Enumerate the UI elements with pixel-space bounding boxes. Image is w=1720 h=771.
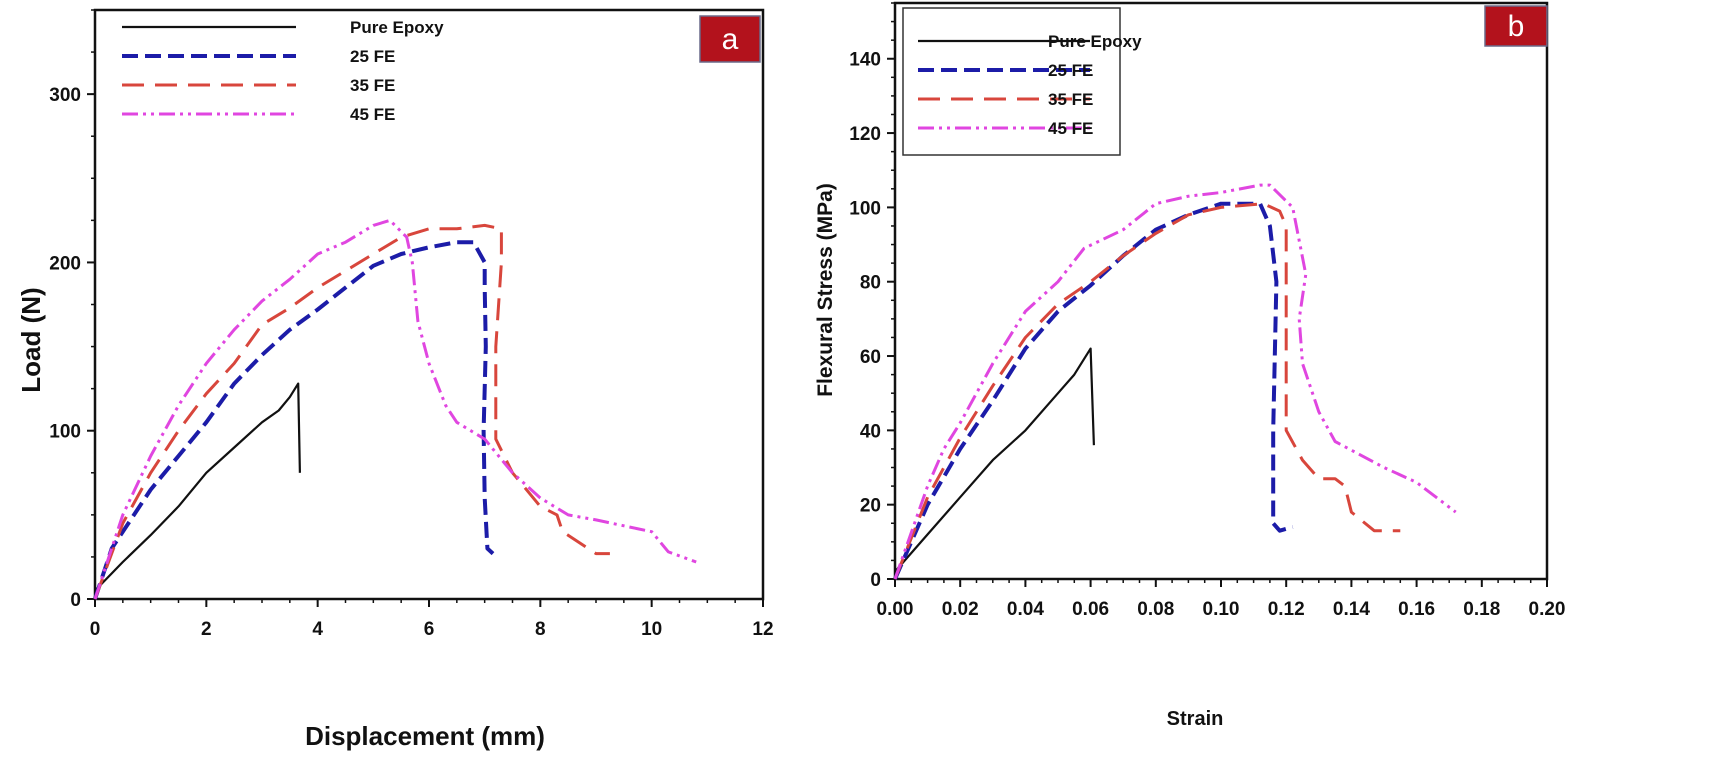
x-axis-title: Strain [1167,708,1224,730]
x-tick-label: 8 [535,619,546,640]
legend-label: Pure Epoxy [350,18,444,37]
x-tick-label: 0.08 [1137,599,1174,620]
panel-label: a [722,23,739,56]
series-line-fe25 [93,240,495,600]
x-tick-label: 0.02 [942,599,979,620]
panel-a-load-displacement-chart: 0 2 4 6 8 10 12 0 100 200 300 Displacement (mm) Load… [16,8,774,751]
x-tick-label: 6 [424,619,435,640]
plot-frame [93,8,765,601]
y-tick-label: 200 [49,253,81,274]
y-tick-label: 100 [49,422,81,443]
y-axis-title: Flexural Stress (MPa) [814,183,837,397]
y-tick-label: 300 [49,85,81,106]
panel-b-flexural-stress-strain-chart: 0.00 0.02 0.04 0.06 0.08 0.10 0.12 0.14 0.16 0.18… [814,1,1566,730]
y-tick-label: 60 [860,347,881,368]
y-tick-label: 120 [849,124,881,145]
legend: Pure Epoxy 25 FE 35 FE 45 FE [902,7,1142,156]
series-line-fe35 [893,202,1401,580]
legend-label: 45 FE [1048,119,1093,138]
x-tick-label: 12 [752,619,773,640]
series-line-pure_epoxy [94,382,301,592]
series-line-fe45 [93,218,697,600]
x-tick-label: 4 [312,619,323,640]
legend-label: 35 FE [1048,90,1093,109]
x-tick-label: 0.06 [1072,599,1109,620]
legend-label: 35 FE [350,76,395,95]
y-tick-label: 0 [870,570,881,591]
series-line-pure_epoxy [894,347,1095,573]
series-line-fe25 [893,201,1294,580]
panel-label-badge [699,15,761,63]
legend-label: Pure Epoxy [1048,32,1142,51]
legend: Pure Epoxy 25 FE 35 FE 45 FE [122,18,444,124]
x-tick-label: 0.14 [1333,599,1370,620]
y-tick-label: 80 [860,273,881,294]
x-tick-label: 2 [201,619,212,640]
panel-label-badge [1484,5,1548,47]
y-tick-label: 0 [70,590,81,611]
x-tick-label: 0 [90,619,101,640]
panel-label: b [1508,10,1525,43]
y-tick-label: 100 [849,198,881,219]
y-axis-title: Load (N) [16,287,46,392]
x-tick-label: 0.10 [1203,599,1240,620]
legend-box [902,7,1121,156]
x-tick-label: 0.16 [1398,599,1435,620]
legend-label: 45 FE [350,105,395,124]
y-tick-label: 40 [860,421,881,442]
x-tick-label: 0.00 [877,599,914,620]
y-tick-label: 20 [860,496,881,517]
x-axis-title: Displacement (mm) [305,721,545,751]
x-tick-label: 10 [641,619,662,640]
series-line-fe45 [893,183,1457,580]
x-tick-label: 0.12 [1268,599,1305,620]
series-line-fe35 [93,223,610,600]
x-tick-label: 0.18 [1463,599,1500,620]
y-tick-label: 140 [849,50,881,71]
x-tick-label: 0.20 [1529,599,1566,620]
x-tick-label: 0.04 [1007,599,1044,620]
legend-label: 25 FE [1048,61,1093,80]
legend-label: 25 FE [350,47,395,66]
